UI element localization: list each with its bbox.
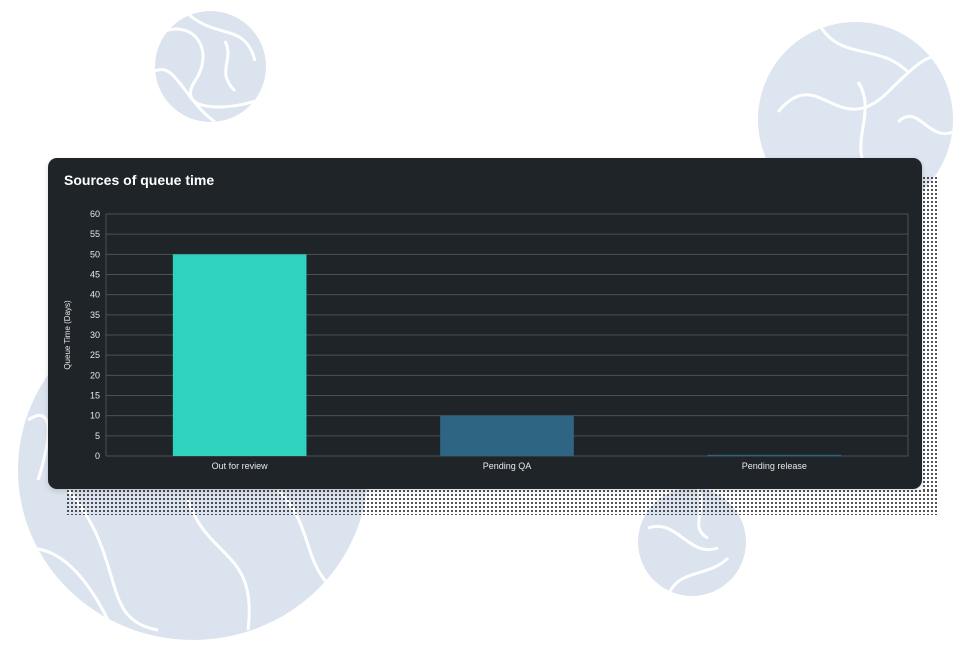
y-axis-title: Queue Time (Days) bbox=[63, 300, 72, 370]
chart-title: Sources of queue time bbox=[64, 172, 215, 188]
y-tick-label: 55 bbox=[90, 229, 100, 239]
x-tick-label: Pending QA bbox=[483, 461, 532, 471]
y-tick-label: 0 bbox=[95, 451, 100, 461]
y-tick-label: 35 bbox=[90, 310, 100, 320]
y-tick-label: 10 bbox=[90, 411, 100, 421]
y-tick-label: 20 bbox=[90, 370, 100, 380]
y-tick-label: 45 bbox=[90, 270, 100, 280]
halftone-shadow-right bbox=[922, 176, 938, 490]
chart-card: Sources of queue time 0 5 10 15 20 25 30 35 40 45… bbox=[48, 158, 922, 489]
y-tick-label: 30 bbox=[90, 330, 100, 340]
halftone-shadow-bottom bbox=[66, 489, 938, 515]
bar-out-for-review bbox=[172, 254, 307, 456]
decorative-blob-top-left bbox=[155, 11, 266, 122]
y-tick-label: 40 bbox=[90, 290, 100, 300]
y-tick-label: 15 bbox=[90, 391, 100, 401]
bar-pending-release bbox=[707, 454, 842, 456]
y-tick-label: 5 bbox=[95, 431, 100, 441]
bar-chart: 0 5 10 15 20 25 30 35 40 45 50 55 60 Queue Time (Days… bbox=[63, 209, 909, 471]
bar-pending-qa bbox=[440, 415, 574, 456]
y-tick-label: 50 bbox=[90, 249, 100, 259]
y-tick-label: 60 bbox=[90, 209, 100, 219]
x-tick-label: Pending release bbox=[742, 461, 807, 471]
x-tick-label: Out for review bbox=[212, 461, 269, 471]
y-tick-label: 25 bbox=[90, 350, 100, 360]
